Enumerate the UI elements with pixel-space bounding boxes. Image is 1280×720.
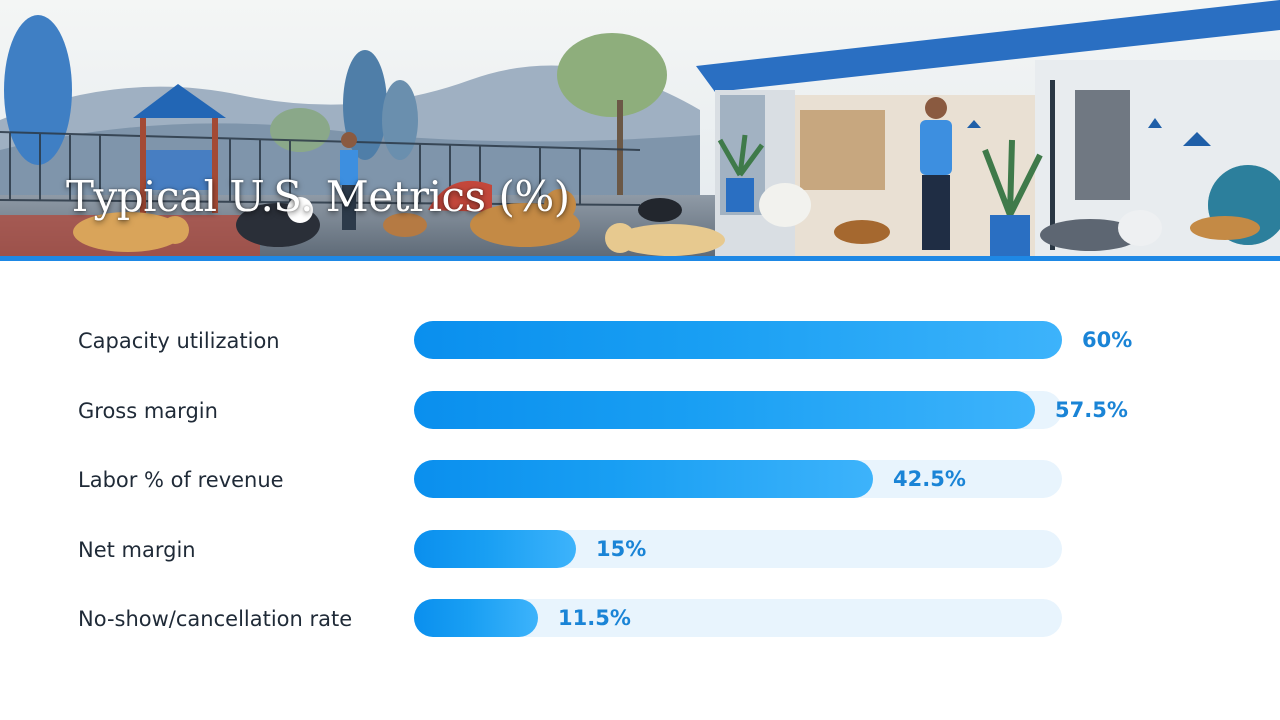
bar-fill	[414, 390, 1035, 429]
category-label: Capacity utilization	[78, 329, 280, 353]
value-label: 60%	[1082, 328, 1133, 352]
bar-track	[414, 390, 1062, 429]
value-label: 11.5%	[558, 606, 631, 630]
bar-track	[414, 321, 1062, 359]
bar-row: Gross margin 57.5%	[0, 390, 1280, 431]
horizontal-bar-chart: Capacity utilization 60% Gross margin 57.5%…	[0, 262, 1280, 720]
bar-fill	[414, 460, 873, 498]
bar-track	[414, 529, 1062, 568]
banner-divider	[0, 256, 1280, 261]
bar-fill	[414, 321, 1062, 359]
bar-row: Labor % of revenue 42.5%	[0, 460, 1280, 500]
bar-row: No-show/cancellation rate 11.5%	[0, 599, 1280, 639]
category-label: Gross margin	[78, 398, 218, 423]
value-label: 42.5%	[893, 467, 966, 491]
bar-fill	[414, 599, 538, 637]
page-title: Typical U.S. Metrics (%)	[66, 172, 570, 221]
bar-track	[414, 460, 1062, 498]
bar-row: Capacity utilization 60%	[0, 321, 1280, 361]
category-label: Net margin	[78, 537, 196, 562]
banner-illustration: Typical U.S. Metrics (%)	[0, 0, 1280, 256]
category-label: Labor % of revenue	[78, 468, 284, 492]
dog-daycare-scene-image	[0, 0, 1280, 256]
bar-fill	[414, 529, 576, 568]
bar-track	[414, 599, 1062, 637]
value-label: 15%	[596, 536, 647, 561]
value-label: 57.5%	[1055, 397, 1128, 422]
bar-row: Net margin 15%	[0, 529, 1280, 570]
category-label: No-show/cancellation rate	[78, 607, 353, 631]
